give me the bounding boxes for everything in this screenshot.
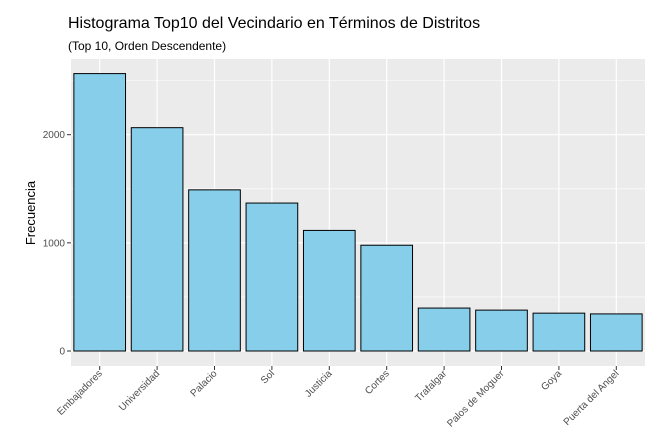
x-tick-label: Goya: [539, 368, 564, 393]
bar: [73, 73, 127, 352]
y-tick-label: 0: [59, 347, 65, 358]
chart-subtitle: (Top 10, Orden Descendente): [68, 39, 226, 53]
x-tick-label: Trafalgar: [413, 368, 449, 404]
x-tick-label: Universidad: [117, 368, 162, 413]
y-tick-label: 1000: [43, 238, 66, 249]
bar: [589, 313, 643, 352]
x-tick-label: Palos de Moguer: [445, 368, 507, 430]
bar: [532, 312, 586, 352]
bar: [245, 202, 299, 352]
x-tick-label: Justicia: [303, 368, 335, 400]
y-tick-label: 2000: [43, 130, 66, 141]
x-axis: Embajadores Universidad Palacio Sol Justicia…: [55, 366, 621, 430]
bar: [188, 189, 241, 352]
bar: [302, 229, 356, 352]
bar: [475, 309, 528, 352]
bar: [417, 307, 471, 352]
x-tick-label: Sol: [259, 368, 277, 386]
x-tick-label: Cortes: [363, 368, 392, 397]
y-axis-label: Frecuencia: [23, 180, 38, 245]
bars: [73, 73, 643, 352]
chart-title: Histograma Top10 del Vecindario en Térmi…: [68, 15, 480, 32]
bar: [130, 127, 184, 352]
bar: [360, 244, 414, 352]
x-tick-label: Puerta del Angel: [562, 368, 622, 428]
x-tick-label: Embajadores: [55, 368, 104, 417]
x-tick-label: Palacio: [189, 368, 220, 399]
y-axis: 0 1000 2000: [43, 130, 71, 358]
